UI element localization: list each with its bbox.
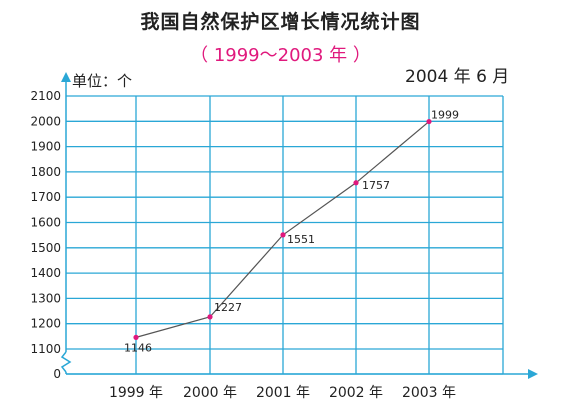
grid: [66, 95, 504, 375]
x-tick-label: 2001 年: [256, 385, 310, 400]
unit-label: 单位：个: [72, 72, 133, 90]
y-tick-label: 1900: [30, 140, 61, 154]
y-tick-label: 2100: [30, 89, 61, 103]
chart-subtitle: （ 1999～2003 年 ）: [190, 45, 371, 66]
x-axis-arrow: [528, 369, 538, 379]
x-tick-label: 2000 年: [183, 385, 237, 400]
data-point: [426, 118, 432, 125]
data-label: 1227: [214, 301, 242, 314]
y-tick-label: 2000: [30, 114, 61, 128]
y-axis-arrow: [61, 72, 71, 82]
y-tick-label: 1300: [30, 291, 61, 305]
x-tick-label: 1999 年: [109, 385, 163, 400]
data-labels: 1146 1227 1551 1757 1999: [124, 109, 459, 355]
y-tick-label: 0: [53, 367, 61, 381]
axes: [60, 72, 538, 379]
y-tick-label: 1800: [30, 165, 61, 179]
x-tick-label: 2002 年: [329, 385, 383, 400]
data-label: 1551: [287, 233, 315, 246]
data-point: [353, 180, 359, 186]
x-tick-label: 2003 年: [402, 385, 456, 400]
data-point: [133, 334, 139, 340]
data-points: [133, 118, 432, 340]
data-point: [207, 314, 213, 320]
date-label: 2004 年 6 月: [405, 67, 510, 87]
data-label: 1757: [362, 179, 390, 192]
y-tick-label: 1500: [30, 241, 61, 255]
y-axis-break: [60, 351, 72, 373]
y-tick-label: 1600: [30, 216, 61, 230]
y-tick-label: 1100: [30, 342, 61, 356]
y-tick-label: 1400: [30, 266, 61, 280]
tick-labels: 0 1100 1200 1300 1400 1500 1600 1700 1800 1900 200…: [30, 89, 456, 400]
y-tick-label: 1200: [30, 317, 61, 331]
data-label: 1999: [431, 109, 459, 122]
data-point: [280, 232, 286, 238]
data-label: 1146: [124, 341, 152, 354]
chart-title: 我国自然保护区增长情况统计图: [140, 11, 421, 33]
y-tick-label: 1700: [30, 190, 61, 204]
